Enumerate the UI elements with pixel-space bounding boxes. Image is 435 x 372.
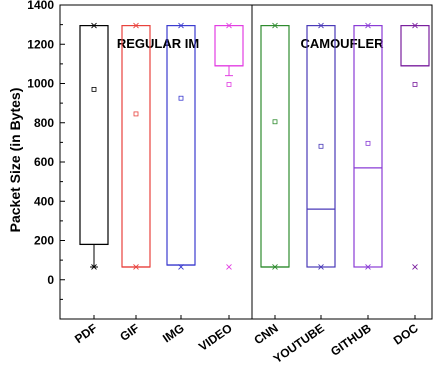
category-label-cnn: CNN [251,321,280,347]
y-tick-label-400: 400 [34,194,54,208]
y-tick-label-1200: 1200 [27,37,54,51]
max-marker [133,22,139,29]
plot-frame [59,4,433,320]
max-marker [412,22,418,29]
mean-marker [226,82,232,87]
box-gif [121,22,151,270]
mean-marker [91,86,97,92]
min-marker [91,264,97,270]
y-tick-label-1400: 1400 [27,0,54,12]
max-marker [226,22,232,29]
category-label-img: IMG [160,321,187,345]
min-marker [226,264,232,270]
min-marker [178,264,184,270]
box-body [353,25,383,268]
box-body [260,25,290,268]
y-tick-label-0: 0 [47,273,54,287]
box-body [79,25,109,246]
category-label-pdf: PDF [72,321,100,346]
min-marker [412,264,418,270]
min-marker [365,264,371,270]
box-cnn [260,22,290,270]
box-youtube [306,22,336,270]
y-tick-label-1000: 1000 [27,77,54,91]
y-axis-title: Packet Size (in Bytes) [7,88,23,233]
min-marker [133,264,139,270]
box-body [166,25,196,266]
category-label-video: VIDEO [196,321,235,354]
category-label-doc: DOC [391,321,421,348]
y-tick-label-800: 800 [34,116,54,130]
box-pdf [79,22,109,270]
mean-marker [318,143,324,149]
box-body [121,25,151,268]
y-tick-label-600: 600 [34,155,54,169]
category-label-youtube: YOUTUBE [271,321,327,366]
mean-marker [412,82,418,87]
max-marker [91,22,97,29]
min-marker [272,264,278,270]
box-github [353,22,383,270]
box-doc [400,22,430,270]
max-marker [178,22,184,29]
y-tick-label-200: 200 [34,234,54,248]
mean-marker [133,111,139,117]
group-title-0: REGULAR IM [117,36,199,51]
box-body [214,25,244,67]
box-body [306,25,336,268]
box-body [400,25,430,67]
max-marker [365,22,371,29]
mean-marker [272,119,278,125]
box-img [166,22,196,270]
box-video [214,22,244,270]
max-marker [272,22,278,29]
mean-marker [178,95,184,101]
min-marker [318,264,324,270]
group-title-1: CAMOUFLER [300,36,384,51]
boxes-layer [79,22,430,270]
group-titles-layer: REGULAR IM CAMOUFLER [117,36,384,51]
category-label-github: GITHUB [328,321,374,359]
max-marker [318,22,324,29]
category-label-gif: GIF [117,321,141,344]
axes-layer: 0 200 400 600 800 1000 1200 1400 [27,0,433,320]
mean-marker [365,140,371,146]
